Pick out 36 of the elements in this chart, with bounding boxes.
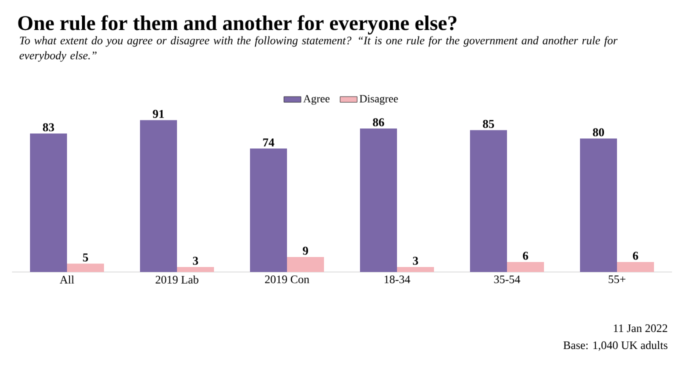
data-label: 3 (192, 256, 198, 265)
bar (470, 130, 507, 272)
text: Base: 1,040 UK adults (563, 341, 668, 351)
bar (360, 128, 397, 272)
text: 11 Jan 2022 (614, 324, 668, 332)
data-label: 5 (82, 254, 88, 262)
data-label: 80 (592, 128, 604, 136)
x-tick-label: All (60, 276, 74, 284)
x-tick-label: 18-34 (384, 276, 410, 284)
data-label: 3 (412, 256, 418, 265)
bar (580, 138, 617, 272)
bar (67, 264, 104, 272)
chart-title: One rule for them and another for everyone else? (18, 15, 456, 35)
legend-label: Agree (303, 95, 330, 105)
data-label: 9 (302, 246, 308, 255)
data-label: 85 (482, 120, 494, 128)
data-label: 74 (263, 138, 274, 146)
legend-label: Disagree (360, 95, 398, 105)
x-tick-label: 2019 Lab (156, 276, 198, 284)
bar (177, 266, 214, 272)
data-label: 6 (632, 252, 638, 260)
bar (507, 262, 544, 272)
bar (140, 120, 177, 272)
bar (30, 133, 67, 272)
chart-subtitle: To what extent do you agree or disagree with the following statement? “It is one rule for the government and another rule for everybody else.” (20, 36, 618, 62)
data-label: 6 (522, 252, 528, 260)
bar (397, 266, 434, 272)
bar (617, 262, 654, 272)
x-tick-label: 35-54 (494, 276, 520, 284)
x-tick-label: 55+ (608, 276, 626, 284)
data-label: 83 (42, 123, 54, 132)
bar (250, 148, 287, 272)
data-label: 91 (152, 110, 164, 118)
bar (287, 256, 324, 272)
x-tick-label: 2019 Con (265, 276, 310, 284)
data-label: 86 (372, 118, 384, 126)
